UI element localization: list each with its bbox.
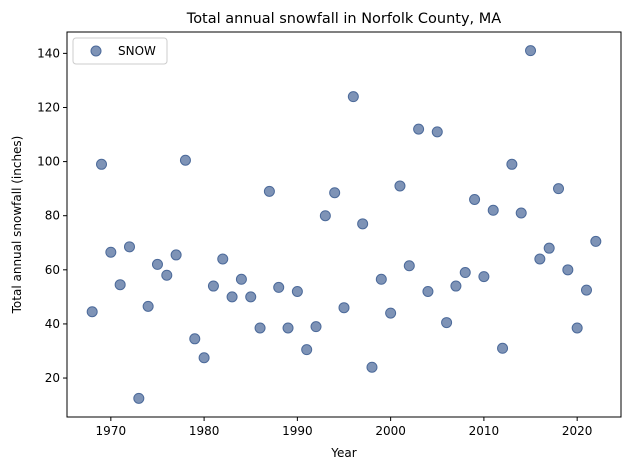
data-point [590, 235, 602, 247]
data-point [441, 317, 453, 329]
data-point [487, 204, 499, 216]
data-point [562, 264, 574, 276]
data-point [226, 291, 238, 303]
data-point [357, 218, 369, 230]
data-point [319, 210, 331, 222]
data-point [133, 392, 145, 404]
data-point [151, 258, 163, 270]
data-point [329, 187, 341, 199]
data-point [114, 279, 126, 291]
data-point [235, 273, 247, 285]
data-point [310, 321, 322, 333]
data-point [282, 322, 294, 334]
y-tick-label: 80 [45, 209, 60, 223]
data-points [86, 45, 602, 404]
data-point [571, 322, 583, 334]
y-tick-label: 100 [37, 155, 60, 169]
data-point [469, 193, 481, 205]
data-point [347, 91, 359, 103]
axis-ticks: 1970 1980 1990 2000 2010 20202040608010012014… [37, 46, 592, 438]
x-tick-label: 1990 [282, 424, 313, 438]
data-point [291, 285, 303, 297]
data-point [431, 126, 443, 138]
data-point [105, 246, 117, 258]
data-point [450, 280, 462, 292]
data-point [245, 291, 257, 303]
data-point [179, 154, 191, 166]
legend-marker [90, 45, 102, 57]
data-point [525, 45, 537, 57]
data-point [366, 361, 378, 373]
legend-label-snow: SNOW [118, 44, 156, 58]
data-point [506, 158, 518, 170]
data-point [385, 307, 397, 319]
data-point [123, 241, 135, 253]
y-tick-label: 20 [45, 371, 60, 385]
data-point [459, 267, 471, 279]
data-point [422, 285, 434, 297]
data-point [198, 352, 210, 364]
y-tick-label: 40 [45, 317, 60, 331]
data-point [217, 253, 229, 265]
x-tick-label: 2000 [375, 424, 406, 438]
y-tick-label: 120 [37, 100, 60, 114]
data-point [161, 269, 173, 281]
data-point [478, 271, 490, 283]
data-point [254, 322, 266, 334]
data-point [263, 185, 275, 197]
y-axis-label: Total annual snowfall (inches) [10, 136, 24, 315]
y-tick-label: 140 [37, 46, 60, 60]
data-point [273, 281, 285, 293]
data-point [207, 280, 219, 292]
data-point [189, 333, 201, 345]
data-point [338, 302, 350, 314]
data-point [96, 158, 108, 170]
data-point [170, 249, 182, 261]
data-point [301, 344, 313, 356]
data-point [534, 253, 546, 265]
plot-frame [66, 31, 622, 418]
data-point [515, 207, 527, 219]
data-point [580, 284, 592, 296]
legend: SNOW [72, 37, 168, 65]
x-tick-label: 1970 [96, 424, 127, 438]
data-point [142, 300, 154, 312]
y-tick-label: 60 [45, 263, 60, 277]
x-axis-label: Year [330, 446, 356, 460]
x-tick-label: 1980 [189, 424, 220, 438]
data-point [86, 306, 98, 318]
x-tick-label: 2020 [562, 424, 593, 438]
data-point [413, 123, 425, 135]
data-point [497, 342, 509, 354]
chart-title: Total annual snowfall in Norfolk County,… [186, 11, 501, 27]
data-point [375, 273, 387, 285]
x-tick-label: 2010 [469, 424, 500, 438]
data-point [394, 180, 406, 192]
data-point [553, 183, 565, 195]
data-point [403, 260, 415, 272]
legend-box [72, 37, 168, 65]
data-point [543, 242, 555, 254]
